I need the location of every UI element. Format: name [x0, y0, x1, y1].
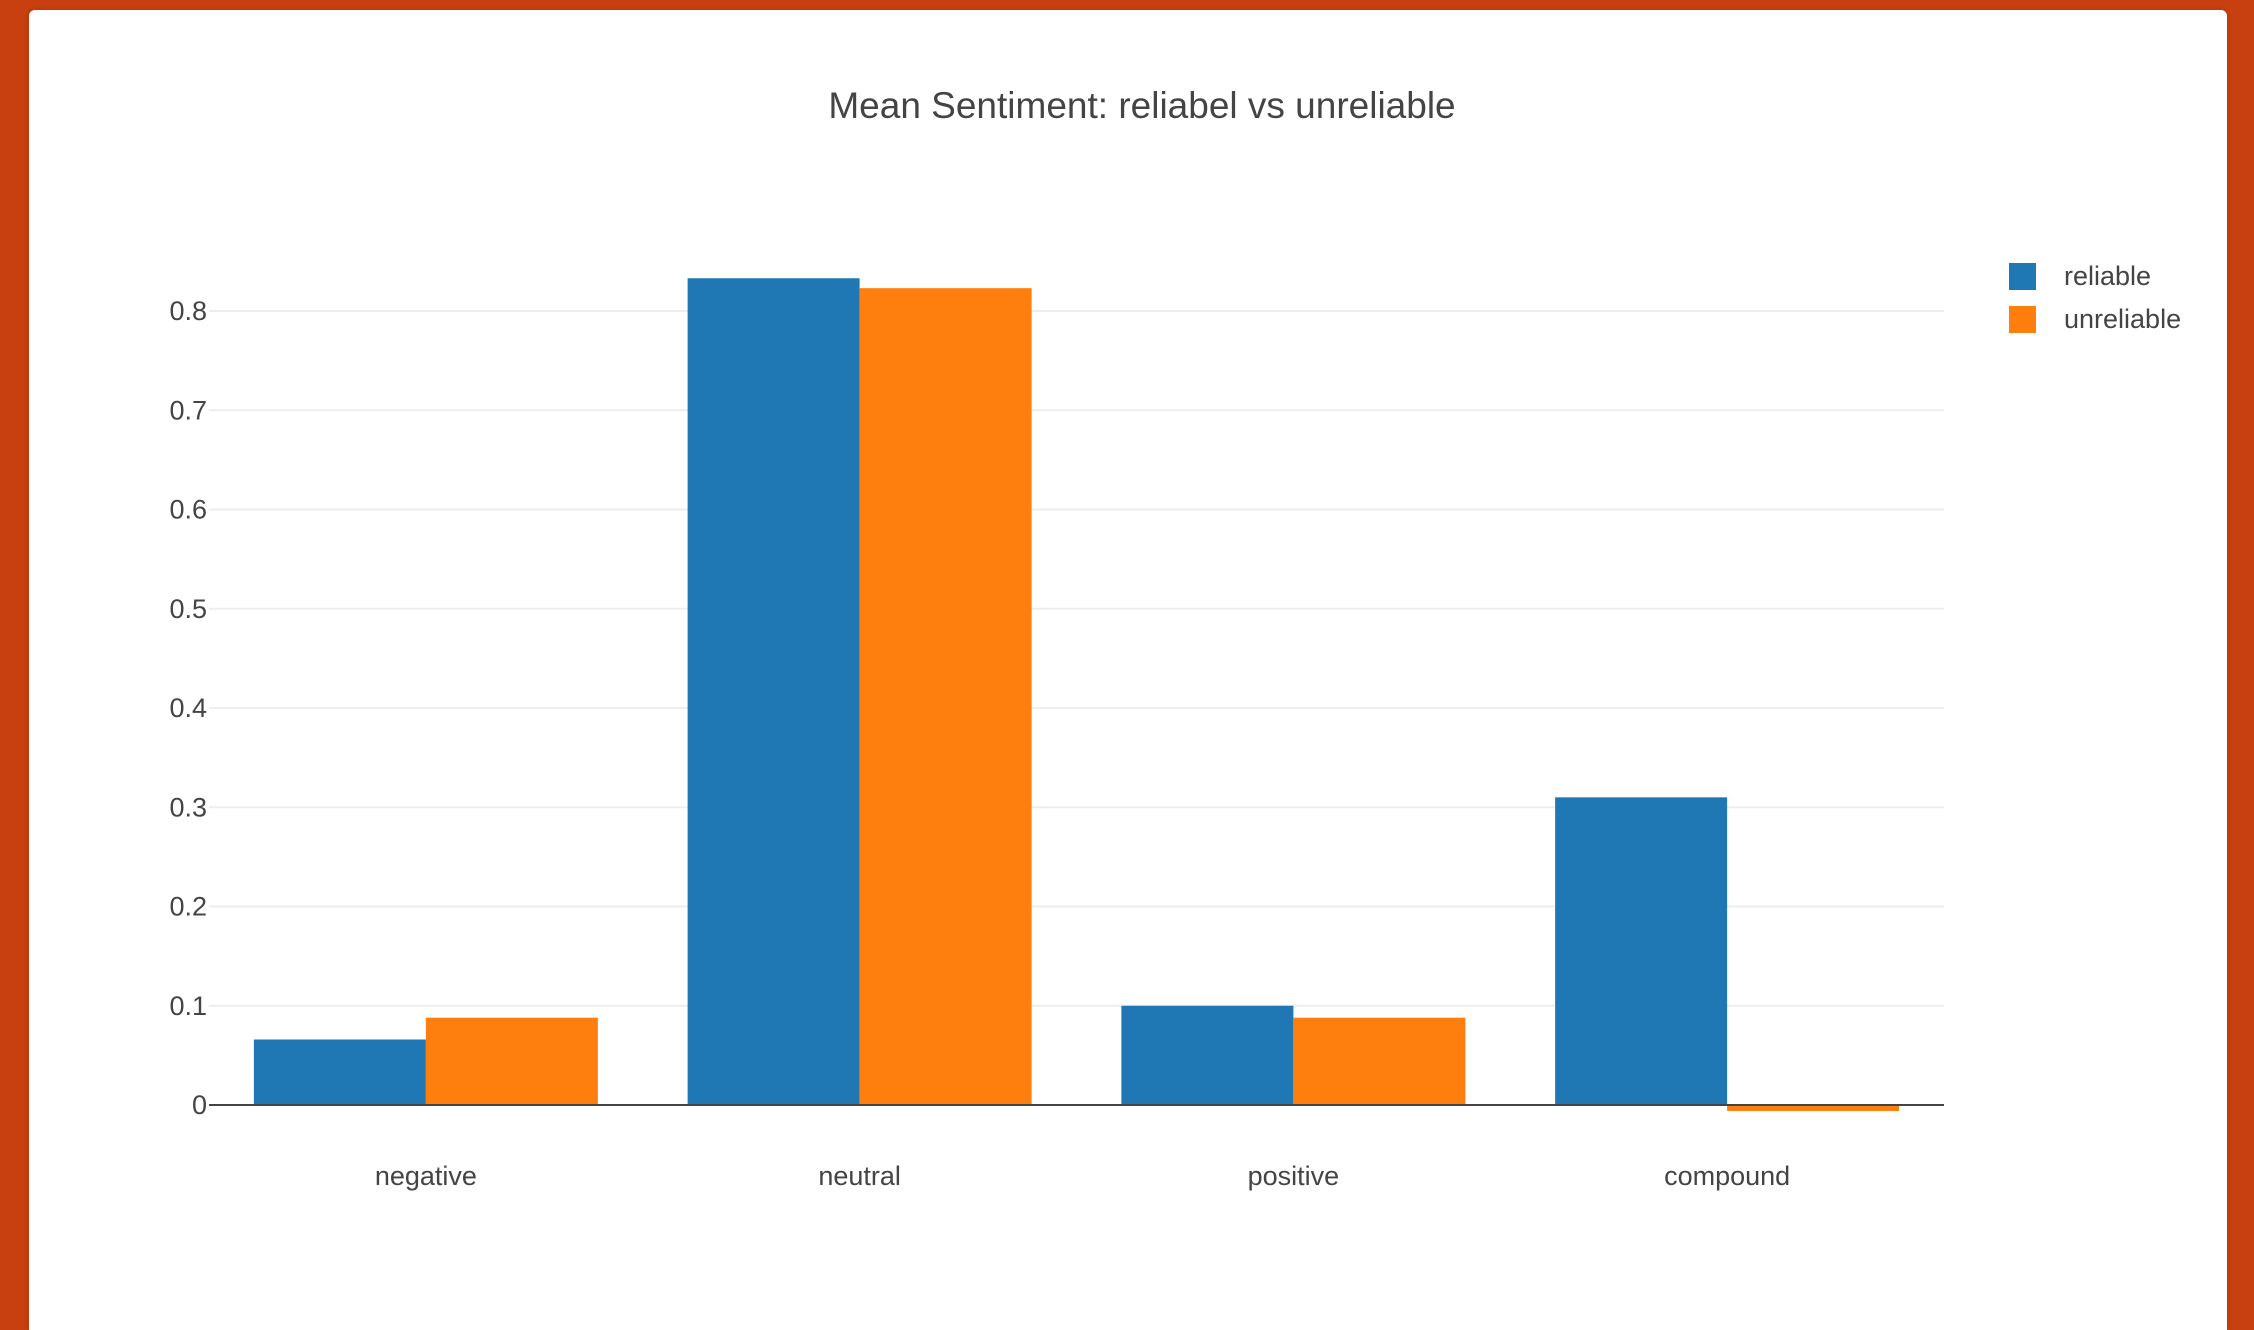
- legend[interactable]: reliable unreliable: [2009, 261, 2181, 334]
- x-tick-label-positive: positive: [1248, 1161, 1340, 1191]
- y-tick-label: 0.8: [169, 296, 207, 326]
- legend-swatch-unreliable: [2009, 306, 2036, 333]
- bar-chart: Mean Sentiment: reliabel vs unreliable 0…: [169, 85, 2181, 1191]
- chart-title: Mean Sentiment: reliabel vs unreliable: [828, 85, 1455, 126]
- y-tick-label: 0.5: [169, 594, 207, 624]
- y-tick-label: 0.1: [169, 991, 207, 1021]
- bar-unreliable-compound[interactable]: [1727, 1105, 1900, 1111]
- y-tick-label: 0.2: [169, 892, 207, 922]
- bar-reliable-negative[interactable]: [253, 1039, 426, 1105]
- bar-reliable-neutral[interactable]: [687, 278, 860, 1105]
- y-tick-label: 0.4: [169, 693, 207, 723]
- bars: [253, 278, 1900, 1111]
- y-tick-label: 0.6: [169, 495, 207, 525]
- y-axis-ticks: 0 0.1 0.2 0.3 0.4 0.5 0.6 0.7 0.8: [169, 296, 207, 1120]
- x-tick-label-compound: compound: [1664, 1161, 1790, 1191]
- legend-label-unreliable: unreliable: [2064, 304, 2181, 334]
- y-tick-label: 0.3: [169, 792, 207, 822]
- y-tick-label: 0: [192, 1090, 207, 1120]
- chart-panel: Mean Sentiment: reliabel vs unreliable 0…: [29, 10, 2227, 1330]
- grid-lines: [209, 310, 1944, 1007]
- bar-reliable-positive[interactable]: [1121, 1005, 1294, 1105]
- bar-reliable-compound[interactable]: [1555, 797, 1728, 1105]
- bar-unreliable-neutral[interactable]: [859, 288, 1032, 1105]
- legend-item-reliable[interactable]: reliable: [2009, 261, 2151, 291]
- legend-swatch-reliable: [2009, 263, 2036, 290]
- bar-unreliable-positive[interactable]: [1293, 1017, 1466, 1105]
- bar-unreliable-negative[interactable]: [425, 1017, 598, 1105]
- x-tick-label-neutral: neutral: [818, 1161, 901, 1191]
- legend-label-reliable: reliable: [2064, 261, 2151, 291]
- x-tick-label-negative: negative: [375, 1161, 477, 1191]
- legend-item-unreliable[interactable]: unreliable: [2009, 304, 2181, 334]
- y-tick-label: 0.7: [169, 395, 207, 425]
- x-axis-ticks: negative neutral positive compound: [375, 1161, 1790, 1191]
